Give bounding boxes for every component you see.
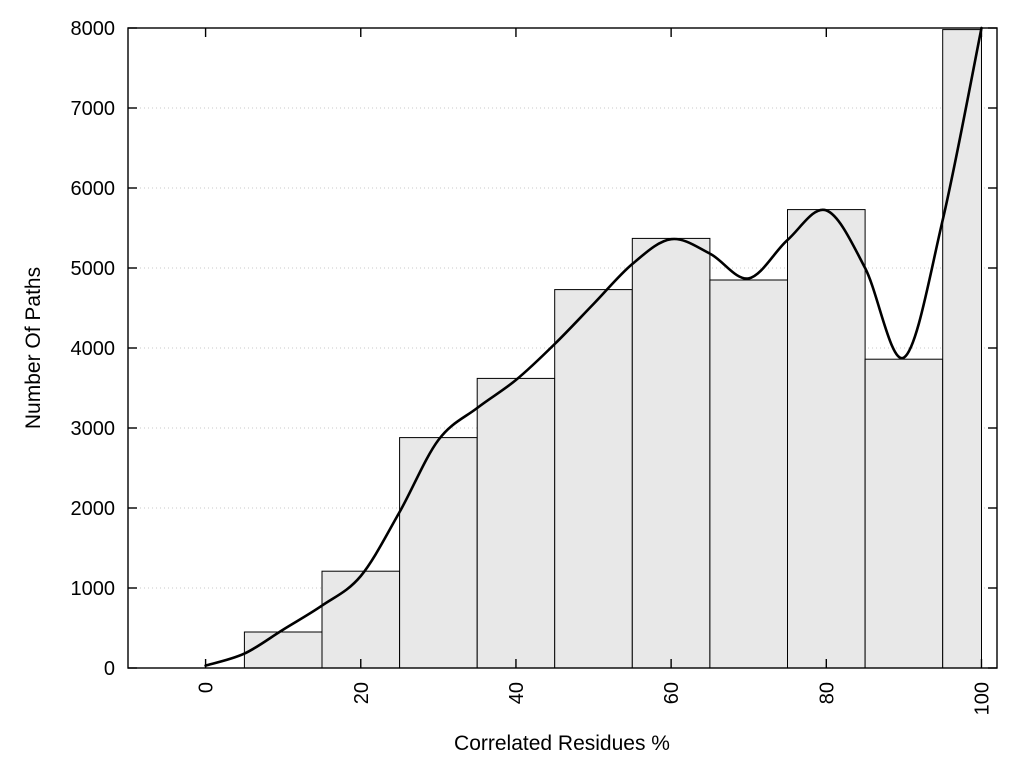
y-tick-label: 4000 (71, 338, 116, 360)
histogram-bar (321, 570, 401, 669)
y-tick-label: 1000 (71, 578, 116, 600)
histogram-bar (787, 209, 866, 669)
x-tick-label: 40 (506, 682, 528, 704)
histogram-bar (631, 237, 711, 669)
histogram-bar (942, 29, 983, 669)
histogram-bar (864, 358, 944, 669)
x-tick-label: 0 (196, 682, 218, 693)
y-tick-label: 2000 (71, 498, 116, 520)
x-tick-label: 20 (351, 682, 373, 704)
y-tick-label: 5000 (71, 258, 116, 280)
histogram-bar (243, 631, 323, 669)
y-tick-label: 7000 (71, 98, 116, 120)
y-tick-label: 8000 (71, 18, 116, 40)
histogram-bar (476, 377, 556, 669)
x-tick-label: 80 (816, 682, 838, 704)
y-axis-label: Number Of Paths (22, 266, 45, 430)
y-tick-label: 0 (104, 658, 115, 680)
density-curve (204, 26, 983, 667)
histogram-bar (554, 289, 633, 669)
x-axis-label: Correlated Residues % (454, 732, 670, 755)
histogram-bar (709, 279, 789, 669)
x-tick-label: 100 (972, 682, 994, 715)
y-tick-label: 3000 (71, 418, 116, 440)
x-tick-label: 60 (661, 682, 683, 704)
histogram-bar (399, 437, 478, 669)
y-tick-label: 6000 (71, 178, 116, 200)
